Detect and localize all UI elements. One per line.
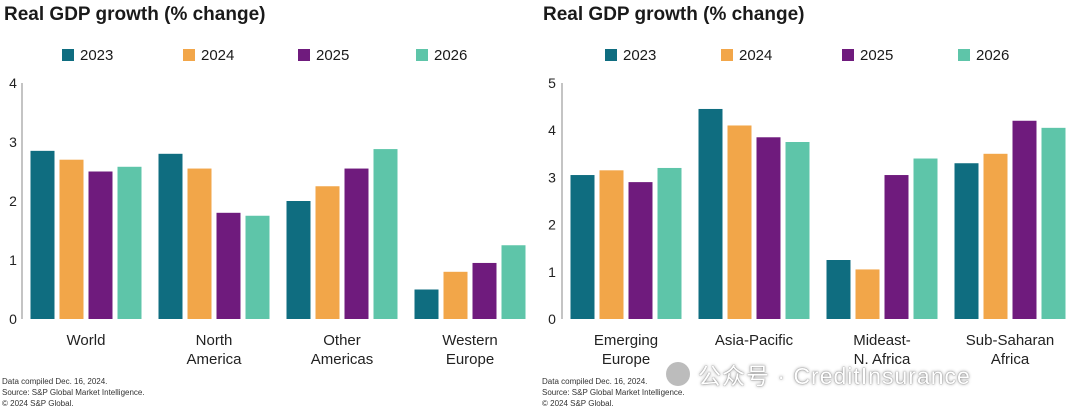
y-tick-label: 3 bbox=[548, 169, 556, 185]
bar-2025 bbox=[88, 171, 113, 319]
bar-2023 bbox=[414, 289, 439, 319]
bar-2026 bbox=[373, 149, 398, 319]
category-label: Other Americas bbox=[311, 332, 374, 368]
category-label: Mideast-N. Africa bbox=[853, 332, 911, 368]
note-copyright: © 2024 S&P Global. bbox=[542, 399, 614, 408]
bar-2023 bbox=[158, 153, 183, 319]
legend-label: 2025 bbox=[316, 46, 350, 64]
bar-2024 bbox=[599, 170, 624, 319]
y-tick-label: 2 bbox=[9, 193, 17, 209]
chart-title: Real GDP growth (% change) bbox=[4, 4, 266, 25]
y-tick-label: 3 bbox=[9, 134, 17, 150]
legend-item-2026: 2026 bbox=[958, 44, 1009, 66]
note-source: Source: S&P Global Market Intelligence. bbox=[542, 388, 685, 397]
legend-label: 2024 bbox=[739, 46, 773, 64]
legend-item-2026: 2026 bbox=[416, 44, 467, 66]
category-label: Emerging Europe bbox=[594, 332, 658, 368]
legend-label: 2023 bbox=[623, 46, 657, 64]
bar-2026 bbox=[1041, 127, 1066, 319]
bar-2024 bbox=[443, 271, 468, 319]
legend-label: 2023 bbox=[80, 46, 114, 64]
legend-item-2024: 2024 bbox=[721, 44, 772, 66]
legend-swatch bbox=[298, 49, 310, 61]
bar-2024 bbox=[315, 186, 340, 319]
bar-chart-plot: 0 1 2 3 4 5 Emerging Europe Asia-Pacific Mideast-… bbox=[548, 75, 1066, 368]
bar-2026 bbox=[785, 142, 810, 319]
bar-2026 bbox=[913, 158, 938, 319]
bar-2023 bbox=[30, 150, 55, 319]
legend-label: 2026 bbox=[976, 46, 1010, 64]
y-tick-label: 4 bbox=[548, 122, 556, 138]
chart-panel-left: Real GDP growth (% change) 2023 2024 2025 2… bbox=[0, 4, 540, 409]
legend-swatch bbox=[721, 49, 733, 61]
bar-2025 bbox=[216, 212, 241, 319]
bar-2023 bbox=[698, 108, 723, 320]
legend-swatch bbox=[842, 49, 854, 61]
y-tick-label: 4 bbox=[9, 75, 17, 91]
legend-item-2025: 2025 bbox=[298, 44, 349, 66]
bar-2026 bbox=[501, 245, 526, 319]
chart-panel-right: Real GDP growth (% change) 2023 2024 2025 2… bbox=[540, 0, 1080, 416]
category-label: Western Europe bbox=[442, 332, 498, 368]
watermark: 公众号 · CreditInsurance bbox=[666, 357, 971, 391]
bar-2025 bbox=[1012, 120, 1037, 319]
legend-label: 2026 bbox=[434, 46, 468, 64]
y-tick-label: 0 bbox=[548, 311, 556, 327]
y-tick-label: 0 bbox=[9, 311, 17, 327]
bar-2025 bbox=[344, 168, 369, 319]
bar-2025 bbox=[472, 262, 497, 319]
legend-swatch bbox=[183, 49, 195, 61]
legend-label: 2024 bbox=[201, 46, 235, 64]
y-tick-label: 2 bbox=[548, 217, 556, 233]
bar-2026 bbox=[117, 166, 142, 319]
wechat-icon bbox=[666, 362, 690, 386]
bar-2024 bbox=[187, 168, 212, 319]
note-compiled: Data compiled Dec. 16, 2024. bbox=[2, 377, 108, 386]
bar-2023 bbox=[954, 163, 979, 319]
legend-item-2023: 2023 bbox=[605, 44, 656, 66]
bar-2023 bbox=[286, 201, 311, 319]
bar-2024 bbox=[727, 125, 752, 319]
note-compiled: Data compiled Dec. 16, 2024. bbox=[542, 377, 648, 386]
bar-2025 bbox=[756, 137, 781, 319]
bar-2026 bbox=[245, 215, 270, 319]
bar-2024 bbox=[983, 153, 1008, 319]
bar-2025 bbox=[628, 182, 653, 319]
note-copyright: © 2024 S&P Global. bbox=[2, 399, 74, 408]
category-label: Sub-Saharan Africa bbox=[966, 332, 1054, 368]
legend-item-2025: 2025 bbox=[842, 44, 893, 66]
legend-swatch bbox=[958, 49, 970, 61]
y-tick-label: 1 bbox=[9, 252, 17, 268]
source-notes: Data compiled Dec. 16, 2024. Source: S&P… bbox=[2, 376, 145, 409]
legend-swatch bbox=[605, 49, 617, 61]
watermark-text: 公众号 · CreditInsurance bbox=[698, 363, 971, 389]
source-notes: Data compiled Dec. 16, 2024. Source: S&P… bbox=[542, 376, 685, 409]
bar-2023 bbox=[570, 175, 595, 319]
bar-2024 bbox=[59, 159, 84, 319]
legend-item-2024: 2024 bbox=[183, 44, 234, 66]
bar-2024 bbox=[855, 269, 880, 319]
chart-title: Real GDP growth (% change) bbox=[543, 4, 805, 25]
bar-chart-plot: 0 1 2 3 4 World North America Other Americas Weste… bbox=[9, 75, 526, 368]
legend: 2023 2024 2025 2026 bbox=[540, 44, 1080, 66]
category-label: North America bbox=[186, 332, 242, 368]
legend-swatch bbox=[416, 49, 428, 61]
legend: 2023 2024 2025 2026 bbox=[0, 44, 540, 66]
legend-swatch bbox=[62, 49, 74, 61]
note-source: Source: S&P Global Market Intelligence. bbox=[2, 388, 145, 397]
legend-item-2023: 2023 bbox=[62, 44, 113, 66]
category-label: World bbox=[67, 332, 106, 349]
y-tick-label: 5 bbox=[548, 75, 556, 91]
category-label: Asia-Pacific bbox=[715, 332, 794, 349]
bar-2025 bbox=[884, 175, 909, 319]
bar-2026 bbox=[657, 167, 682, 319]
bar-2023 bbox=[826, 260, 851, 319]
y-tick-label: 1 bbox=[548, 264, 556, 280]
legend-label: 2025 bbox=[860, 46, 894, 64]
